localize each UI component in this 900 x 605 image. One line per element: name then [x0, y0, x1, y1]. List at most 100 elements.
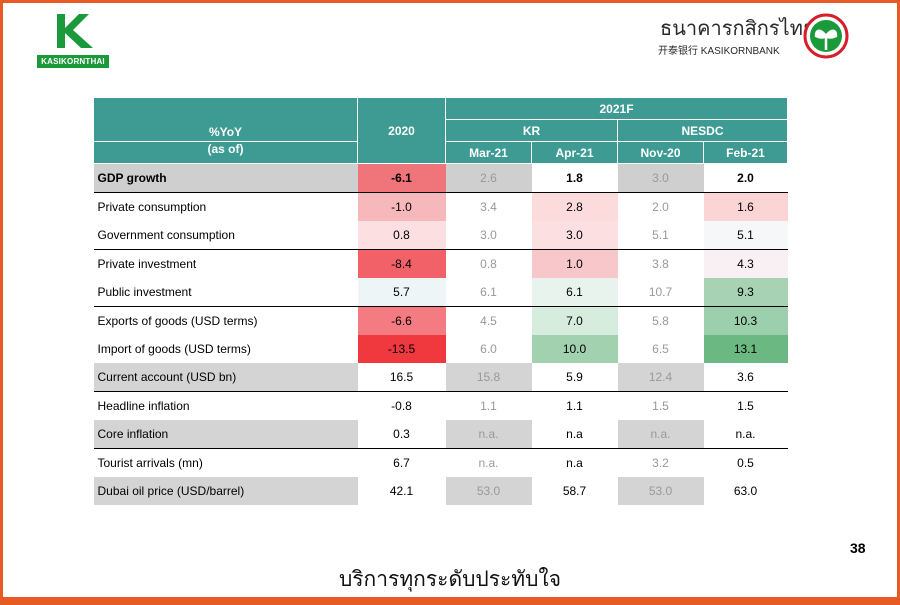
table-row: Import of goods (USD terms) -13.5 6.0 10.0 6… — [93, 335, 788, 363]
row-value: 3.2 — [617, 448, 704, 477]
row-value: 1.1 — [531, 391, 618, 420]
row-value: 0.3 — [357, 420, 446, 449]
row-value: -6.6 — [357, 306, 446, 335]
row-label: Core inflation — [93, 420, 358, 449]
row-value: 2.6 — [445, 163, 532, 193]
row-value: n.a — [531, 420, 618, 449]
table-row: Tourist arrivals (mn) 6.7 n.a. n.a 3.2 0.5 — [93, 448, 788, 477]
row-value: 1.1 — [445, 391, 532, 420]
table-row: Private investment -8.4 0.8 1.0 3.8 4.3 — [93, 249, 788, 278]
row-value: 10.3 — [703, 306, 788, 335]
row-value: 0.5 — [703, 448, 788, 477]
row-value: 1.5 — [703, 391, 788, 420]
row-value: 2.0 — [617, 192, 704, 221]
table-row: GDP growth -6.1 2.6 1.8 3.0 2.0 — [93, 163, 788, 193]
row-value: 1.0 — [531, 249, 618, 278]
bank-name-english: 开泰银行 KASIKORNBANK — [658, 46, 780, 57]
row-value: 0.8 — [445, 249, 532, 278]
row-value: 3.6 — [703, 363, 788, 392]
row-value: 3.4 — [445, 192, 532, 221]
row-value: 12.4 — [617, 363, 704, 392]
kasikornbank-logo: ธนาคารกสิกรไทย 开泰银行 KASIKORNBANK — [648, 12, 858, 62]
row-value: 5.8 — [617, 306, 704, 335]
row-label: Government consumption — [93, 221, 358, 250]
row-value: 6.7 — [357, 448, 446, 477]
header-forecast: 2021F — [444, 97, 789, 120]
row-label: Headline inflation — [93, 391, 358, 420]
row-value: 53.0 — [445, 477, 532, 505]
row-value: 15.8 — [445, 363, 532, 392]
row-value: 5.9 — [531, 363, 618, 392]
table-row: Dubai oil price (USD/barrel) 42.1 53.0 58.7… — [93, 477, 788, 505]
row-value: -1.0 — [357, 192, 446, 221]
header-sub-feb21: Feb-21 — [702, 141, 789, 164]
row-value: n.a. — [703, 420, 788, 449]
table-row: Public investment 5.7 6.1 6.1 10.7 9.3 — [93, 278, 788, 307]
header-metric: %YoY — [93, 97, 358, 142]
row-value: 7.0 — [531, 306, 618, 335]
row-value: -6.1 — [357, 163, 446, 193]
table-row: Government consumption 0.8 3.0 3.0 5.1 5.1 — [93, 221, 788, 250]
economic-forecast-table: %YoY 2020 2021F KR NESDC (as of) Mar-21 … — [93, 97, 789, 505]
row-label: Current account (USD bn) — [93, 363, 358, 392]
page-number: 38 — [850, 540, 866, 556]
row-value: -8.4 — [357, 249, 446, 278]
row-value: 5.1 — [617, 221, 704, 250]
row-label: Dubai oil price (USD/barrel) — [93, 477, 358, 505]
row-value: 13.1 — [703, 335, 788, 363]
row-value: 53.0 — [617, 477, 704, 505]
header-sub-mar21: Mar-21 — [445, 141, 532, 164]
row-value: 42.1 — [357, 477, 446, 505]
kasikornthai-logo: KASIKORNTHAI — [37, 10, 112, 68]
row-value: -0.8 — [357, 391, 446, 420]
row-value: n.a. — [445, 448, 532, 477]
row-value: 6.1 — [445, 278, 532, 307]
bottom-accent-bar — [0, 597, 900, 605]
row-value: 5.7 — [357, 278, 446, 307]
row-value: 1.5 — [617, 391, 704, 420]
row-label: Private investment — [93, 249, 358, 278]
row-value: 16.5 — [357, 363, 446, 392]
row-label: Import of goods (USD terms) — [93, 335, 358, 363]
row-value: 58.7 — [531, 477, 618, 505]
header-kr: KR — [445, 119, 618, 142]
row-value: 3.0 — [617, 163, 704, 193]
row-value: 3.0 — [531, 221, 618, 250]
header-nesdc: NESDC — [616, 119, 789, 142]
row-value: 10.0 — [531, 335, 618, 363]
row-value: 63.0 — [703, 477, 788, 505]
header-2020: 2020 — [357, 97, 446, 164]
row-label: Private consumption — [93, 192, 358, 221]
row-value: 6.0 — [445, 335, 532, 363]
row-value: 6.5 — [617, 335, 704, 363]
bank-name-thai: ธนาคารกสิกรไทย — [660, 18, 815, 40]
table-row: Private consumption -1.0 3.4 2.8 2.0 1.6 — [93, 192, 788, 221]
table-row: Core inflation 0.3 n.a. n.a n.a. n.a. — [93, 420, 788, 449]
row-value: 4.5 — [445, 306, 532, 335]
row-value: 2.8 — [531, 192, 618, 221]
row-value: n.a — [531, 448, 618, 477]
row-value: 3.0 — [445, 221, 532, 250]
row-value: 6.1 — [531, 278, 618, 307]
row-label: GDP growth — [93, 163, 358, 193]
table-row: Current account (USD bn) 16.5 15.8 5.9 12.4 3… — [93, 363, 788, 392]
row-label: Exports of goods (USD terms) — [93, 306, 358, 335]
row-value: 1.6 — [703, 192, 788, 221]
row-value: 5.1 — [703, 221, 788, 250]
logo-label: KASIKORNTHAI — [37, 55, 109, 68]
row-value: -13.5 — [357, 335, 446, 363]
bank-seal-icon — [803, 13, 849, 59]
k-logo-icon — [57, 14, 93, 48]
row-value: 0.8 — [357, 221, 446, 250]
header-sub-apr21: Apr-21 — [531, 141, 618, 164]
row-value: n.a. — [445, 420, 532, 449]
row-label: Tourist arrivals (mn) — [93, 448, 358, 477]
row-value: 1.8 — [531, 163, 618, 193]
row-value: 3.8 — [617, 249, 704, 278]
table-row: Headline inflation -0.8 1.1 1.1 1.5 1.5 — [93, 391, 788, 420]
row-value: 4.3 — [703, 249, 788, 278]
row-value: n.a. — [617, 420, 704, 449]
table-row: Exports of goods (USD terms) -6.6 4.5 7.0 5.… — [93, 306, 788, 335]
table-body: GDP growth -6.1 2.6 1.8 3.0 2.0 Private consum… — [93, 163, 788, 505]
